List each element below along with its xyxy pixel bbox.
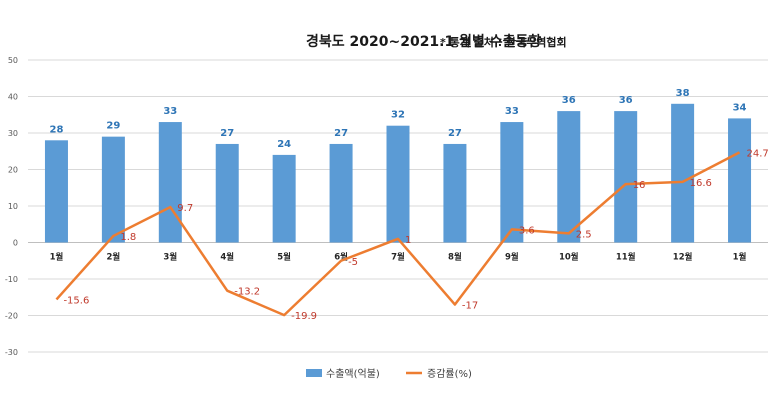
x-tick-label: 9월 bbox=[505, 252, 519, 263]
x-tick-label: 2월 bbox=[107, 252, 121, 263]
line-value-label: -5 bbox=[348, 257, 358, 268]
bar-value-label: 28 bbox=[50, 124, 64, 135]
line-value-label: 2.5 bbox=[576, 229, 592, 240]
y-tick-label: 30 bbox=[8, 129, 18, 138]
line-value-label: 1.8 bbox=[120, 232, 136, 243]
bar-value-label: 38 bbox=[676, 88, 690, 99]
bar bbox=[272, 154, 296, 243]
line-value-label: -19.9 bbox=[291, 311, 317, 322]
bar bbox=[329, 143, 353, 243]
bar bbox=[671, 103, 695, 243]
line-value-label: 24.7 bbox=[747, 148, 769, 159]
bar-value-label: 33 bbox=[163, 106, 177, 117]
bar bbox=[728, 118, 752, 243]
y-tick-label: -10 bbox=[5, 275, 18, 284]
y-tick-label: 20 bbox=[8, 166, 18, 175]
legend: 수출액(억불) 증감률(%) bbox=[306, 368, 472, 380]
bar bbox=[557, 111, 581, 243]
legend-line-label: 증감률(%) bbox=[427, 368, 472, 380]
line-value-label: -15.6 bbox=[63, 295, 89, 306]
legend-bar-label: 수출액(억불) bbox=[326, 368, 380, 380]
x-tick-label: 8월 bbox=[448, 252, 462, 263]
line-value-label: -17 bbox=[462, 301, 478, 312]
x-tick-label: 1월 bbox=[733, 252, 747, 263]
line-data-labels: -15.6 1.8 9.7 -13.2 -19.9 -5 1 -17 3.6 2.5 16 16.6 2… bbox=[63, 148, 768, 322]
line-value-label: 16.6 bbox=[690, 178, 712, 189]
bar-value-label: 34 bbox=[733, 102, 747, 113]
bar-data-labels: 28 29 33 27 24 27 32 27 33 36 36 38 34 bbox=[50, 88, 747, 150]
y-tick-label: -20 bbox=[5, 312, 18, 321]
x-tick-label: 3월 bbox=[163, 252, 177, 263]
bar-value-label: 32 bbox=[391, 110, 405, 121]
line-value-label: 9.7 bbox=[177, 203, 193, 214]
bar-value-label: 29 bbox=[106, 121, 120, 132]
x-tick-label: 1월 bbox=[50, 252, 64, 263]
x-tick-label: 6월 bbox=[334, 252, 348, 263]
bar bbox=[158, 122, 182, 243]
line-value-label: -13.2 bbox=[234, 287, 260, 298]
line-value-label: 16 bbox=[633, 180, 646, 191]
bar-value-label: 36 bbox=[619, 95, 633, 106]
y-tick-label: 10 bbox=[8, 202, 18, 211]
line-value-label: 3.6 bbox=[519, 225, 535, 236]
y-tick-label: 40 bbox=[8, 93, 18, 102]
bar bbox=[215, 143, 239, 243]
y-tick-label: 0 bbox=[13, 239, 18, 248]
bar bbox=[443, 143, 467, 243]
x-tick-label: 4월 bbox=[220, 252, 234, 263]
x-tick-label: 10월 bbox=[559, 252, 579, 263]
bar-value-label: 27 bbox=[334, 128, 348, 139]
x-tick-label: 11월 bbox=[616, 252, 636, 263]
x-tick-label: 7월 bbox=[391, 252, 405, 263]
chart-subtitle: * 통계 출처 : 한국무역협회 bbox=[440, 35, 567, 49]
bar bbox=[101, 136, 125, 243]
bar-value-label: 24 bbox=[277, 139, 291, 150]
y-tick-label: 50 bbox=[8, 56, 18, 65]
bar-value-label: 27 bbox=[448, 128, 462, 139]
bar-value-label: 27 bbox=[220, 128, 234, 139]
legend-bar-swatch bbox=[306, 369, 322, 377]
y-tick-label: -30 bbox=[5, 348, 18, 357]
y-axis-ticks: 50 40 30 20 10 0 -10 -20 -30 bbox=[5, 56, 18, 357]
bar-series bbox=[44, 103, 752, 243]
x-axis-categories: 1월 2월 3월 4월 5월 6월 7월 8월 9월 10월 11월 12월 1월 bbox=[50, 252, 747, 263]
bar bbox=[500, 122, 524, 243]
bar-value-label: 33 bbox=[505, 106, 519, 117]
line-path bbox=[55, 151, 741, 317]
x-tick-label: 5월 bbox=[277, 252, 291, 263]
bar bbox=[386, 125, 410, 243]
chart-title: 경북도 2020~2021.1 월별 수출동향 bbox=[306, 33, 541, 50]
x-tick-label: 12월 bbox=[673, 252, 693, 263]
bar-value-label: 36 bbox=[562, 95, 576, 106]
line-value-label: 1 bbox=[405, 235, 411, 246]
bar bbox=[44, 140, 68, 243]
line-series bbox=[55, 151, 741, 317]
bar bbox=[614, 111, 638, 243]
